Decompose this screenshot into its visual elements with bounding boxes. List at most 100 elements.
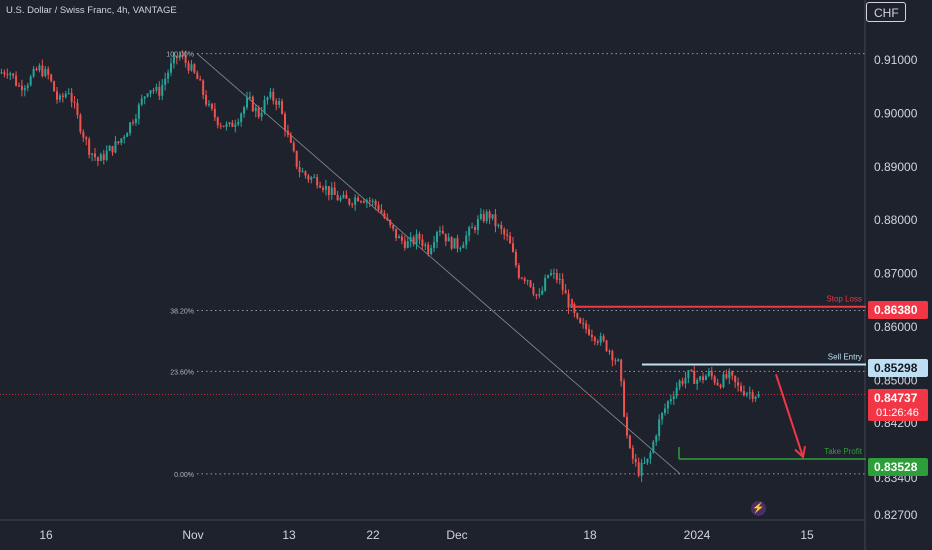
candle-body[interactable] — [412, 237, 415, 244]
candle-body[interactable] — [605, 340, 608, 351]
candle-body[interactable] — [573, 303, 576, 314]
candle-body[interactable] — [634, 458, 637, 463]
candle-body[interactable] — [497, 224, 500, 226]
candle-body[interactable] — [398, 236, 400, 239]
candle-body[interactable] — [32, 68, 35, 77]
candle-body[interactable] — [471, 227, 474, 229]
candle-body[interactable] — [172, 56, 175, 64]
candle-body[interactable] — [447, 237, 450, 242]
candle-body[interactable] — [658, 419, 661, 436]
candle-body[interactable] — [146, 93, 149, 97]
candle-body[interactable] — [541, 290, 544, 295]
candle-body[interactable] — [696, 380, 699, 384]
candle-body[interactable] — [757, 394, 760, 397]
candle-body[interactable] — [386, 217, 389, 220]
candle-body[interactable] — [324, 186, 327, 190]
candle-body[interactable] — [137, 104, 140, 119]
candle-body[interactable] — [745, 393, 748, 396]
candle-body[interactable] — [751, 392, 754, 399]
candle-body[interactable] — [342, 194, 345, 198]
candle-body[interactable] — [336, 194, 339, 201]
candle-body[interactable] — [243, 107, 246, 114]
candle-body[interactable] — [512, 243, 514, 252]
candle-body[interactable] — [0, 72, 3, 74]
candle-body[interactable] — [219, 125, 222, 127]
candle-body[interactable] — [661, 412, 664, 420]
candle-body[interactable] — [520, 277, 523, 279]
candle-body[interactable] — [205, 94, 208, 105]
candle-body[interactable] — [593, 337, 596, 342]
candle-body[interactable] — [646, 458, 649, 463]
candle-body[interactable] — [202, 80, 205, 95]
candle-body[interactable] — [102, 154, 105, 160]
candle-body[interactable] — [368, 200, 371, 202]
lightning-bolt-icon[interactable]: ⚡ — [751, 501, 766, 516]
candle-body[interactable] — [547, 275, 550, 278]
candle-body[interactable] — [310, 177, 313, 180]
candle-body[interactable] — [649, 452, 652, 459]
candle-body[interactable] — [187, 62, 190, 71]
candle-body[interactable] — [430, 248, 433, 254]
candle-body[interactable] — [608, 350, 611, 352]
candle-body[interactable] — [281, 101, 284, 114]
candle-body[interactable] — [675, 387, 678, 397]
candle-body[interactable] — [88, 139, 91, 155]
candle-body[interactable] — [216, 117, 219, 126]
candle-body[interactable] — [509, 235, 512, 244]
candle-body[interactable] — [263, 100, 266, 113]
candle-body[interactable] — [79, 115, 82, 132]
candle-body[interactable] — [152, 90, 155, 92]
currency-button[interactable]: CHF — [866, 2, 906, 22]
candle-body[interactable] — [210, 103, 213, 109]
candle-body[interactable] — [672, 396, 675, 400]
candle-body[interactable] — [462, 244, 465, 249]
candle-body[interactable] — [722, 374, 725, 388]
candle-body[interactable] — [579, 318, 582, 324]
candle-body[interactable] — [611, 351, 614, 361]
candle-body[interactable] — [631, 447, 634, 459]
candle-body[interactable] — [143, 96, 146, 99]
candle-body[interactable] — [351, 204, 354, 206]
candle-body[interactable] — [666, 401, 669, 409]
candle-body[interactable] — [313, 177, 316, 179]
candle-body[interactable] — [693, 370, 696, 384]
candle-body[interactable] — [64, 93, 67, 98]
candle-body[interactable] — [643, 462, 646, 464]
candle-body[interactable] — [269, 91, 272, 98]
candle-body[interactable] — [70, 92, 73, 102]
candle-body[interactable] — [6, 74, 9, 76]
candle-body[interactable] — [278, 101, 281, 105]
candle-body[interactable] — [494, 214, 497, 226]
candle-body[interactable] — [713, 376, 716, 383]
candle-body[interactable] — [453, 238, 456, 249]
candle-body[interactable] — [134, 118, 137, 124]
candle-body[interactable] — [602, 336, 605, 341]
candle-body[interactable] — [354, 197, 357, 205]
candle-body[interactable] — [652, 441, 655, 453]
candle-body[interactable] — [298, 167, 301, 173]
candle-body[interactable] — [424, 244, 427, 246]
candle-body[interactable] — [474, 227, 476, 230]
candle-body[interactable] — [737, 382, 740, 386]
candle-body[interactable] — [56, 91, 58, 100]
candle-body[interactable] — [441, 230, 444, 234]
candle-body[interactable] — [599, 336, 602, 343]
candle-body[interactable] — [257, 107, 260, 117]
candle-body[interactable] — [468, 227, 471, 236]
candle-body[interactable] — [322, 187, 324, 190]
candle-body[interactable] — [585, 323, 588, 330]
candle-body[interactable] — [117, 141, 120, 143]
candle-body[interactable] — [251, 96, 254, 112]
candle-body[interactable] — [129, 122, 132, 134]
candle-body[interactable] — [719, 385, 722, 388]
candle-body[interactable] — [529, 280, 532, 288]
candle-body[interactable] — [400, 236, 403, 241]
candle-body[interactable] — [702, 376, 704, 381]
candle-body[interactable] — [345, 194, 348, 199]
candle-body[interactable] — [406, 241, 409, 248]
candle-body[interactable] — [76, 103, 79, 116]
candle-body[interactable] — [275, 100, 278, 105]
candle-body[interactable] — [108, 146, 111, 151]
plot-area[interactable] — [0, 0, 865, 520]
